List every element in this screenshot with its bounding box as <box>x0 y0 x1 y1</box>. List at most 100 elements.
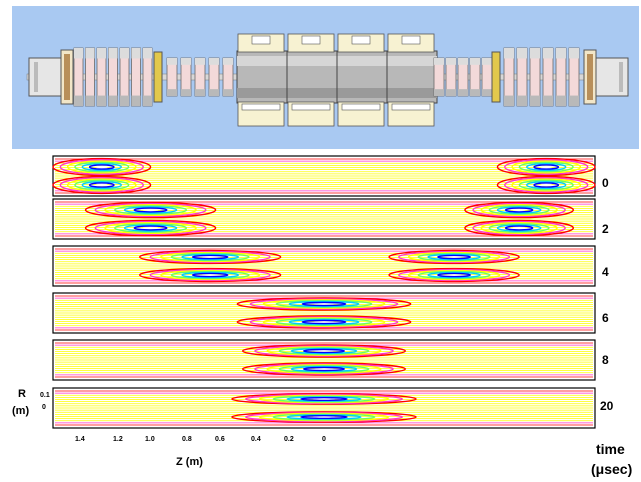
o-point <box>201 274 219 276</box>
contour-ring <box>526 162 567 172</box>
contour-ring <box>52 175 152 195</box>
contour-ring <box>301 301 347 307</box>
transition-coil <box>208 57 220 97</box>
contour-ring <box>388 267 520 283</box>
device-schematic <box>12 6 639 149</box>
separatrix-lower <box>84 219 217 237</box>
transition-coil <box>222 57 234 97</box>
vacuum-box <box>237 33 285 127</box>
contour-ring <box>504 177 589 193</box>
contour-ring <box>300 397 348 402</box>
contour-ring <box>133 207 168 213</box>
contour-ring <box>272 413 376 421</box>
separatrix-lower <box>464 219 575 237</box>
contour-ring <box>278 347 370 356</box>
contour-ring <box>181 271 240 279</box>
o-point <box>446 274 462 276</box>
contour-ring <box>504 207 534 213</box>
z-axis-label: Z (m) <box>176 456 203 468</box>
z-tick-1.2: 1.2 <box>113 436 123 443</box>
contour-panel <box>52 245 596 287</box>
contour-ring <box>262 299 386 309</box>
o-point <box>142 227 159 229</box>
contour-ring <box>149 250 271 264</box>
contour-ring <box>388 249 520 265</box>
contour-ring <box>427 253 481 261</box>
vacuum-box <box>287 33 335 127</box>
o-point <box>201 256 219 258</box>
formation-coil <box>108 47 118 107</box>
separatrix-upper <box>139 249 282 265</box>
contour-ring <box>488 205 550 215</box>
separatrix-upper <box>52 157 152 177</box>
formation-coil <box>503 47 515 107</box>
contour-ring <box>81 180 122 190</box>
contour-ring <box>480 221 558 235</box>
transition-coil <box>469 57 481 97</box>
time-axis-unit: (μsec) <box>591 461 633 477</box>
contour-ring <box>496 157 596 177</box>
z-tick-0: 0 <box>322 436 326 443</box>
contour-ring <box>437 254 472 260</box>
contour-ring <box>170 252 250 262</box>
left-gold-ring <box>153 51 163 103</box>
contour-ring <box>160 251 261 263</box>
contour-ring <box>464 219 575 237</box>
contour-ring <box>288 300 360 308</box>
separatrix-upper <box>231 393 417 405</box>
contour-ring <box>472 220 566 236</box>
formation-coil <box>85 47 95 107</box>
confinement-chamber <box>236 50 438 104</box>
o-point <box>512 209 526 211</box>
contour-ring <box>114 223 188 233</box>
contour-ring <box>290 347 358 355</box>
separatrix-lower <box>52 175 152 195</box>
contour-ring <box>472 202 566 218</box>
z-tick-0.8: 0.8 <box>182 436 192 443</box>
separatrix-upper <box>236 297 412 311</box>
left-transition-coils <box>166 57 234 97</box>
contour-ring <box>504 225 534 231</box>
o-point <box>95 183 108 187</box>
contour-ring <box>480 203 558 217</box>
time-axis-label: time <box>596 441 625 457</box>
o-point <box>95 165 108 169</box>
formation-coil <box>568 47 580 107</box>
contour-ring <box>244 393 404 405</box>
z-tick-1.4: 1.4 <box>75 436 85 443</box>
contour-ring <box>290 365 358 373</box>
contour-ring <box>181 253 240 261</box>
left-end-cap <box>28 49 74 105</box>
transition-coil <box>457 57 469 97</box>
contour-ring <box>518 179 574 191</box>
contour-ring <box>496 224 542 232</box>
contour-ring <box>52 157 152 177</box>
separatrix-lower <box>236 315 412 329</box>
formation-coil <box>142 47 153 107</box>
transition-coil <box>194 57 206 97</box>
z-tick-1.0: 1.0 <box>145 436 155 443</box>
r-tick-0.1: 0.1 <box>40 392 50 399</box>
contour-ring <box>231 393 417 405</box>
contour-ring <box>231 411 417 423</box>
contour-ring <box>59 159 144 175</box>
left-formation-coils <box>73 47 153 107</box>
contour-ring <box>133 225 168 231</box>
contour-ring <box>123 224 178 232</box>
contour-ring <box>88 164 115 170</box>
contour-ring <box>533 164 560 170</box>
separatrix-lower <box>241 362 407 376</box>
contour-ring <box>191 272 229 278</box>
contour-ring <box>236 297 412 311</box>
contour-ring <box>241 362 407 376</box>
o-point <box>512 227 526 229</box>
vacuum-box <box>387 33 435 127</box>
contour-ring <box>437 272 472 278</box>
contour-ring <box>272 395 376 403</box>
contour-ring <box>518 161 574 173</box>
separatrix-lower <box>231 411 417 423</box>
right-gold-ring <box>491 51 501 103</box>
formation-coil <box>119 47 130 107</box>
o-point <box>314 350 334 352</box>
vacuum-box <box>337 33 385 127</box>
